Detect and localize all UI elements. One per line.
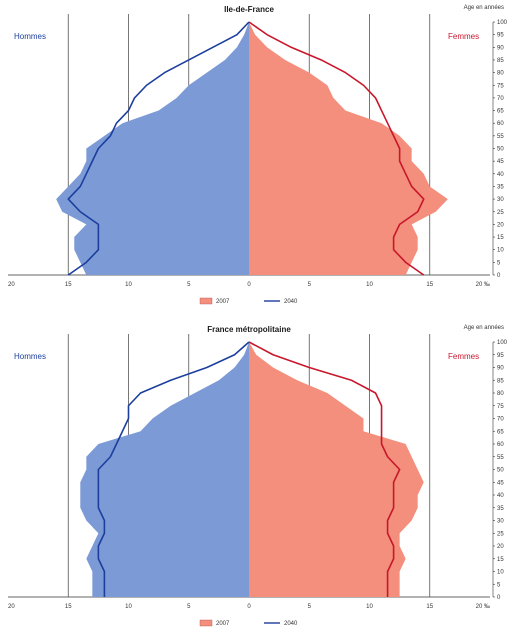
age-tick-label: 50	[497, 468, 504, 474]
women-label: Femmes	[448, 32, 479, 41]
x-tick-label: 15	[426, 282, 433, 288]
age-tick-label: 25	[497, 210, 504, 216]
chart-title: Ile-de-France	[224, 5, 274, 14]
men-label: Hommes	[14, 32, 46, 41]
women-2040-line	[248, 341, 401, 597]
age-tick-label: 65	[497, 429, 504, 435]
pyramid-chart-top: 20 15 10 5 0 5 10 15 20 ‰05101520253035404550556…	[8, 5, 508, 305]
women-2040-line	[248, 21, 425, 276]
age-tick-label: 95	[497, 33, 504, 39]
age-axis-title: Age en années	[464, 325, 504, 331]
women-2007-area	[249, 22, 448, 275]
age-tick-label: 80	[497, 71, 504, 77]
men-2040-line	[97, 341, 250, 597]
pyramid-panel-france-metropolitaine: 20 15 10 5 0 5 10 15 20 ‰ 0 5 10 15 20 25 30 35 40 45 50 55 6…	[0, 315, 512, 630]
men-2007-area	[80, 342, 249, 597]
legend-2007-swatch	[199, 297, 213, 305]
x-tick-label: 10	[125, 282, 132, 288]
x-tick-label: 20 ‰	[476, 282, 490, 288]
x-tick-label: 0	[247, 604, 251, 610]
age-tick-label: 50	[497, 147, 504, 153]
age-tick-label: 35	[497, 506, 504, 512]
age-tick-label: 10	[497, 570, 504, 576]
age-tick-label: 35	[497, 184, 504, 190]
age-tick-label: 25	[497, 531, 504, 537]
age-tick-label: 80	[497, 391, 504, 397]
legend-2040-label: 2040	[284, 621, 298, 627]
legend-2007-label: 2007	[216, 299, 230, 305]
x-tick-label: 5	[308, 282, 312, 288]
legend-2007-label: 2007	[216, 621, 230, 627]
age-tick-label: 60	[497, 121, 504, 127]
age-tick-label: 60	[497, 442, 504, 448]
age-axis-title: Age en années	[464, 5, 504, 11]
men-label: Hommes	[14, 352, 46, 361]
women-label: Femmes	[448, 352, 479, 361]
x-tick-label: 20 ‰	[476, 604, 490, 610]
age-tick-label: 5	[497, 582, 501, 588]
age-tick-label: 95	[497, 353, 504, 359]
age-tick-label: 100	[497, 340, 508, 346]
age-tick-label: 85	[497, 58, 504, 64]
age-tick-label: 40	[497, 493, 504, 499]
age-tick-label: 70	[497, 417, 504, 423]
age-tick-label: 5	[497, 260, 501, 266]
age-tick-label: 100	[497, 20, 508, 26]
age-tick-label: 15	[497, 557, 504, 563]
chart-title: France métropolitaine	[207, 325, 291, 334]
women-2007-area	[249, 342, 424, 597]
age-tick-label: 65	[497, 109, 504, 115]
age-tick-label: 75	[497, 404, 504, 410]
x-tick-label: 5	[308, 604, 312, 610]
men-2040-line	[67, 21, 250, 276]
x-tick-label: 5	[187, 604, 191, 610]
age-tick-label: 15	[497, 235, 504, 241]
x-tick-label: 15	[65, 604, 72, 610]
age-tick-label: 75	[497, 83, 504, 89]
age-tick-label: 20	[497, 544, 504, 550]
x-tick-label: 20	[8, 282, 15, 288]
x-tick-label: 10	[125, 604, 132, 610]
age-tick-label: 90	[497, 45, 504, 51]
pyramid-chart-bottom: 20 15 10 5 0 5 10 15 20 ‰05101520253035404550556…	[8, 325, 508, 627]
age-tick-label: 10	[497, 248, 504, 254]
x-tick-label: 10	[366, 604, 373, 610]
men-2007-area	[56, 22, 250, 275]
age-tick-label: 85	[497, 378, 504, 384]
x-tick-label: 15	[65, 282, 72, 288]
age-tick-label: 55	[497, 455, 504, 461]
x-tick-label: 15	[426, 604, 433, 610]
age-tick-label: 55	[497, 134, 504, 140]
age-tick-label: 30	[497, 197, 504, 203]
x-tick-label: 5	[187, 282, 191, 288]
legend-2007-swatch	[199, 619, 213, 627]
age-tick-label: 70	[497, 96, 504, 102]
pyramid-panel-ile-de-france: 20 15 10 5 0 5 10 15 20 ‰ 0 5 10 15 20 25 30 35 40 45 50 55 6…	[8, 5, 508, 305]
age-tick-label: 90	[497, 366, 504, 372]
age-tick-label: 20	[497, 222, 504, 228]
x-tick-label: 20	[8, 604, 15, 610]
age-tick-label: 0	[497, 595, 501, 601]
x-tick-label: 10	[366, 282, 373, 288]
age-tick-label: 45	[497, 480, 504, 486]
age-tick-label: 0	[497, 273, 501, 279]
legend-2040-label: 2040	[284, 299, 298, 305]
age-tick-label: 40	[497, 172, 504, 178]
age-tick-label: 45	[497, 159, 504, 165]
age-tick-label: 30	[497, 519, 504, 525]
x-tick-label: 0	[247, 282, 251, 288]
